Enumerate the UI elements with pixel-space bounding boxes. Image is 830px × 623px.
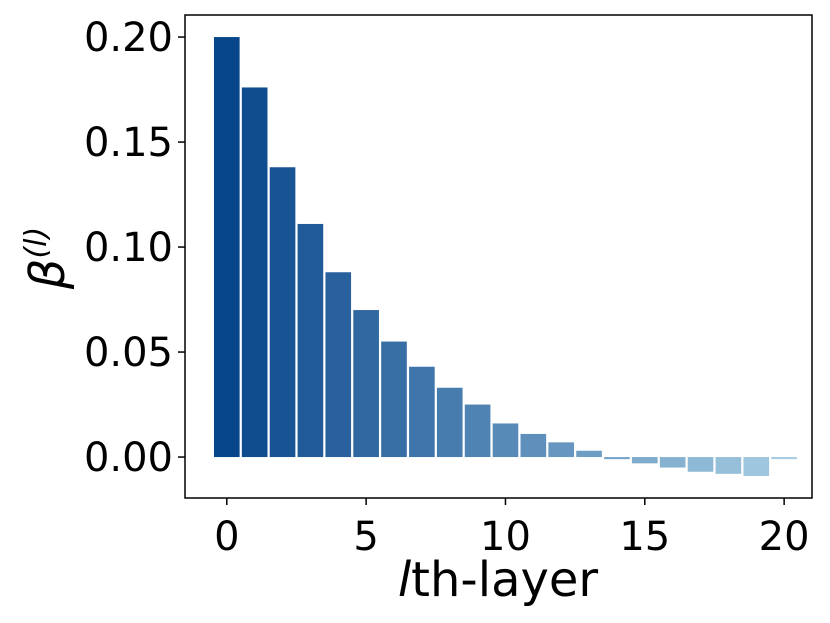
y-axis-ticks: 0.00 0.05 0.10 0.15 0.20	[84, 15, 185, 481]
bar-layer-14	[604, 457, 630, 460]
bar-layer-12	[548, 442, 575, 458]
y-tick-label: 0.20	[84, 15, 173, 61]
bar-layer-19	[743, 457, 770, 476]
bar-layer-15	[631, 457, 658, 464]
bar-layer-11	[520, 433, 547, 458]
bar-layer-17	[687, 457, 714, 472]
bar-layer-2	[269, 167, 296, 458]
bar-layer-10	[492, 423, 519, 458]
y-tick-label: 0.00	[84, 435, 173, 481]
x-tick-label: 5	[353, 514, 378, 560]
x-tick-label: 10	[480, 514, 531, 560]
bar-layer-8	[436, 387, 463, 458]
bars-group	[213, 37, 797, 476]
y-tick-label: 0.10	[84, 225, 173, 271]
x-tick-label: 20	[759, 514, 810, 560]
bar-layer-1	[241, 87, 268, 458]
x-axis-label: lth-layer	[398, 552, 599, 608]
y-tick-label: 0.05	[84, 330, 173, 376]
bar-layer-16	[659, 457, 686, 468]
x-axis-ticks: 0 5 10 15 20	[214, 498, 810, 560]
bar-layer-4	[325, 272, 352, 458]
x-tick-label: 0	[214, 514, 239, 560]
bar-layer-18	[715, 457, 742, 474]
bar-layer-13	[576, 450, 602, 458]
plot-frame	[184, 14, 813, 499]
bar-layer-3	[297, 223, 324, 458]
y-axis-label: β(l)	[19, 227, 76, 290]
bar-layer-6	[381, 341, 407, 458]
bar-layer-0	[213, 37, 240, 458]
bar-layer-5	[353, 310, 379, 458]
x-tick-label: 15	[619, 514, 670, 560]
bar-layer-9	[464, 404, 491, 458]
bar-layer-20	[771, 457, 797, 460]
bar-layer-7	[409, 366, 435, 458]
y-tick-label: 0.15	[84, 120, 173, 166]
